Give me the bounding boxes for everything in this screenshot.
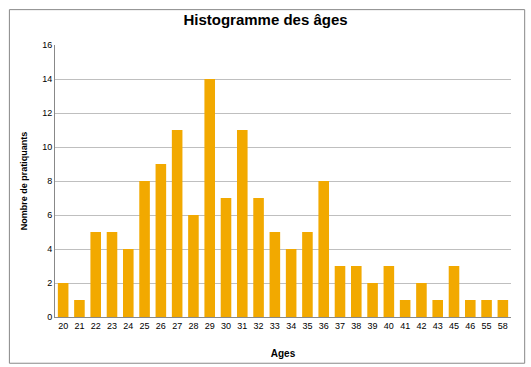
svg-text:8: 8: [47, 176, 52, 186]
svg-text:41: 41: [400, 321, 410, 331]
svg-text:Histogramme des âges: Histogramme des âges: [183, 11, 347, 28]
svg-text:35: 35: [302, 321, 312, 331]
svg-text:2: 2: [47, 278, 52, 288]
svg-text:43: 43: [433, 321, 443, 331]
svg-text:0: 0: [47, 312, 52, 322]
svg-text:27: 27: [172, 321, 182, 331]
svg-text:39: 39: [368, 321, 378, 331]
svg-text:28: 28: [188, 321, 198, 331]
svg-text:24: 24: [123, 321, 133, 331]
svg-text:32: 32: [254, 321, 264, 331]
svg-text:30: 30: [221, 321, 231, 331]
svg-text:14: 14: [42, 74, 52, 84]
svg-text:29: 29: [205, 321, 215, 331]
svg-text:46: 46: [465, 321, 475, 331]
svg-text:37: 37: [335, 321, 345, 331]
svg-text:36: 36: [319, 321, 329, 331]
svg-text:34: 34: [286, 321, 296, 331]
svg-text:20: 20: [58, 321, 68, 331]
svg-text:22: 22: [91, 321, 101, 331]
svg-text:33: 33: [270, 321, 280, 331]
svg-text:31: 31: [237, 321, 247, 331]
svg-text:4: 4: [47, 244, 52, 254]
svg-text:55: 55: [482, 321, 492, 331]
svg-text:25: 25: [140, 321, 150, 331]
svg-text:Ages: Ages: [271, 348, 296, 359]
svg-text:6: 6: [47, 210, 52, 220]
svg-text:26: 26: [156, 321, 166, 331]
svg-text:Nombre de pratiquants: Nombre de pratiquants: [19, 132, 29, 231]
svg-text:23: 23: [107, 321, 117, 331]
svg-text:42: 42: [416, 321, 426, 331]
svg-text:38: 38: [351, 321, 361, 331]
svg-text:12: 12: [42, 108, 52, 118]
svg-text:21: 21: [74, 321, 84, 331]
svg-text:45: 45: [449, 321, 459, 331]
svg-text:10: 10: [42, 142, 52, 152]
svg-text:16: 16: [42, 40, 52, 50]
svg-text:58: 58: [498, 321, 508, 331]
svg-text:40: 40: [384, 321, 394, 331]
